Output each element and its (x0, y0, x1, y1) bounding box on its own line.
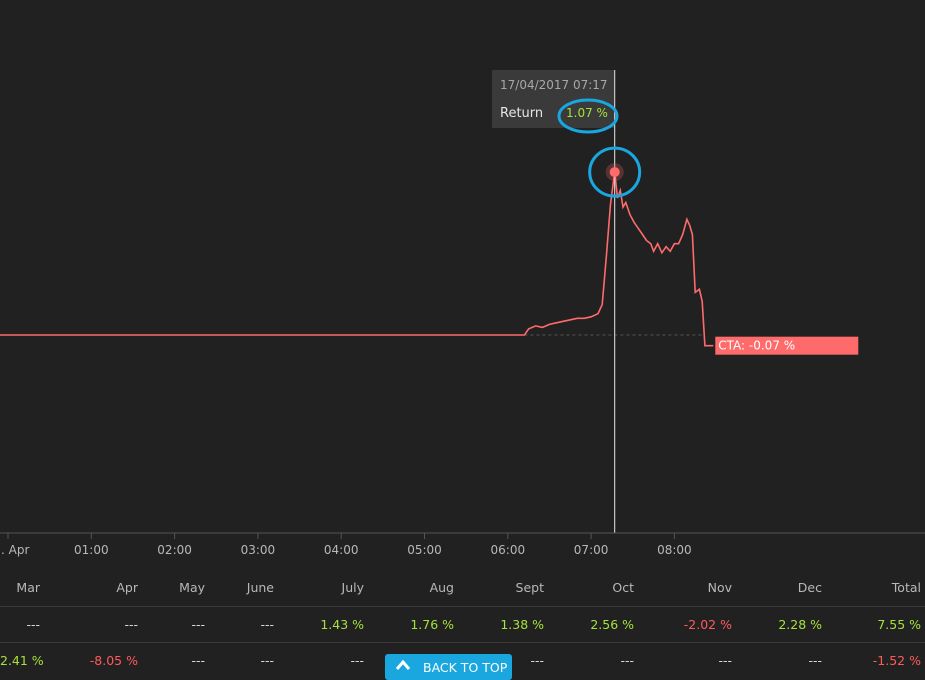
chevron-up-icon (395, 659, 411, 670)
table-row: --- --- --- --- 1.43 % 1.76 % 1.38 % 2.56 % -2.0… (0, 606, 925, 643)
table-cell: --- (808, 653, 822, 668)
tooltip-timestamp: 17/04/2017 07:17 (500, 78, 608, 92)
tooltip-value: 1.07 % (566, 106, 608, 120)
tooltip-annotation-circle (557, 98, 619, 134)
x-tick-label: 02:00 (157, 543, 192, 557)
table-cell: --- (718, 653, 732, 668)
back-to-top-label: BACK TO TOP (423, 660, 508, 675)
table-cell: -2.02 % (683, 617, 732, 632)
monthly-returns-table: Mar Apr May June July Aug Sept Oct Nov Dec Total -… (0, 570, 925, 674)
column-header: June (246, 580, 274, 595)
table-cell: --- (620, 653, 634, 668)
table-cell: --- (530, 653, 544, 668)
x-tick-label: 05:00 (407, 543, 442, 557)
end-label-box (715, 336, 859, 355)
table-cell: 2.56 % (590, 617, 634, 632)
x-tick-label: 08:00 (657, 543, 692, 557)
return-chart: CTA: -0.07 % . Apr 01:00 02:00 03:00 04:00 05… (0, 70, 925, 557)
chart-tooltip: 17/04/2017 07:17 Return 1.07 % (492, 70, 614, 128)
table-cell: --- (26, 617, 40, 632)
column-header: Total (891, 580, 921, 595)
column-header: Nov (707, 580, 732, 595)
x-axis-ticks: . Apr 01:00 02:00 03:00 04:00 05:00 06:00 07:00… (1, 533, 692, 557)
table-cell: 1.43 % (320, 617, 364, 632)
x-tick-label: 07:00 (574, 543, 609, 557)
table-cell: -1.52 % (872, 653, 921, 668)
x-tick-label: 06:00 (491, 543, 526, 557)
series-line-cta (0, 171, 714, 347)
table-header-row: Mar Apr May June July Aug Sept Oct Nov Dec Total (0, 570, 925, 606)
table-cell: 1.76 % (410, 617, 454, 632)
column-header: Aug (429, 580, 454, 595)
x-tick-label: . Apr (1, 543, 29, 557)
column-header: Sept (515, 580, 544, 595)
peak-annotation-circle (588, 146, 642, 198)
table-cell: --- (191, 653, 205, 668)
table-cell: --- (260, 653, 274, 668)
table-cell: 2.41 % (0, 653, 44, 668)
table-cell: --- (350, 653, 364, 668)
column-header: May (179, 580, 205, 595)
table-cell: --- (124, 617, 138, 632)
tooltip-label: Return (500, 106, 544, 121)
table-cell: -8.05 % (89, 653, 138, 668)
x-tick-label: 04:00 (324, 543, 359, 557)
end-label-tag: CTA: -0.07 % (715, 336, 859, 355)
table-cell: 1.38 % (500, 617, 544, 632)
column-header: Apr (116, 580, 138, 595)
x-tick-label: 03:00 (241, 543, 276, 557)
table-cell: 2.28 % (778, 617, 822, 632)
table-row: 2.41 % -8.05 % --- --- --- --- --- --- --- -1.52 … (0, 642, 925, 679)
back-to-top-button[interactable]: BACK TO TOP (385, 654, 512, 680)
end-label-text: CTA: -0.07 % (718, 339, 795, 353)
column-header: Dec (797, 580, 822, 595)
x-tick-label: 01:00 (74, 543, 109, 557)
table-cell: --- (191, 617, 205, 632)
peak-point[interactable] (609, 167, 620, 178)
table-cell: --- (260, 617, 274, 632)
column-header: July (341, 580, 364, 595)
column-header: Oct (612, 580, 634, 595)
peak-point-halo (605, 163, 624, 182)
table-cell: 7.55 % (877, 617, 921, 632)
column-header: Mar (16, 580, 40, 595)
